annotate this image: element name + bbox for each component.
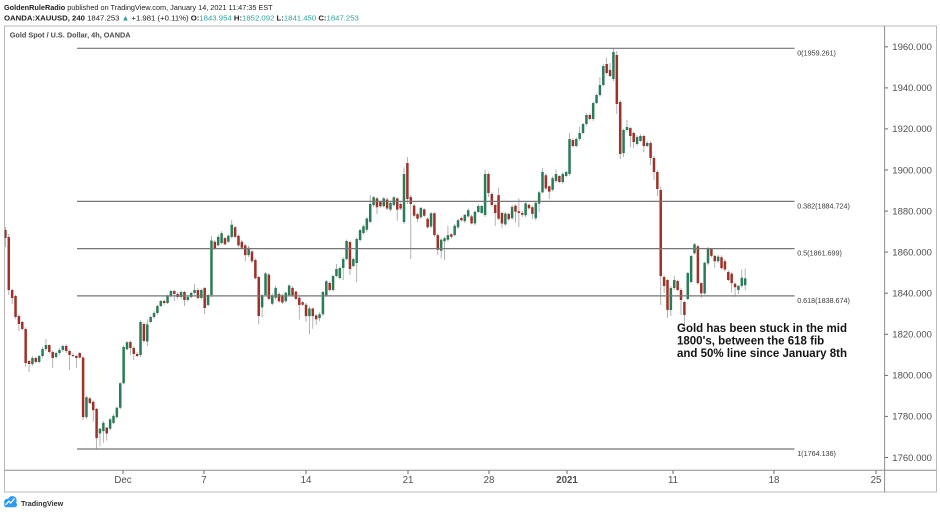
svg-text:0.5(1861.699): 0.5(1861.699) — [797, 249, 842, 258]
svg-text:18: 18 — [769, 475, 780, 486]
svg-text:1900.000: 1900.000 — [892, 165, 932, 176]
svg-text:2021: 2021 — [556, 475, 578, 486]
svg-text:0.382(1884.724): 0.382(1884.724) — [797, 201, 850, 210]
svg-text:Gold has been stuck in the mid: Gold has been stuck in the mid — [677, 323, 847, 335]
svg-text:1880.000: 1880.000 — [892, 206, 932, 217]
svg-text:1800.000: 1800.000 — [892, 371, 932, 382]
svg-text:21: 21 — [403, 475, 414, 486]
svg-text:7: 7 — [201, 475, 206, 486]
svg-text:1940.000: 1940.000 — [892, 83, 932, 94]
svg-text:TradingView: TradingView — [21, 499, 64, 508]
svg-text:1(1764.136): 1(1764.136) — [797, 449, 836, 458]
svg-text:GoldenRuleRadio published on T: GoldenRuleRadio published on TradingView… — [4, 3, 273, 12]
svg-text:11: 11 — [668, 475, 678, 486]
svg-text:14: 14 — [301, 475, 312, 486]
svg-text:1760.000: 1760.000 — [892, 453, 932, 464]
svg-text:OANDA:XAUUSD, 240 1847.253 ▲ +: OANDA:XAUUSD, 240 1847.253 ▲ +1.981 (+0.… — [4, 13, 359, 22]
svg-text:1780.000: 1780.000 — [892, 412, 932, 423]
svg-text:0.618(1838.674): 0.618(1838.674) — [797, 296, 850, 305]
svg-text:25: 25 — [871, 475, 882, 486]
svg-text:and 50% line since January 8th: and 50% line since January 8th — [677, 348, 847, 360]
svg-text:Gold Spot / U.S. Dollar, 4h, O: Gold Spot / U.S. Dollar, 4h, OANDA — [10, 30, 132, 39]
svg-text:28: 28 — [484, 475, 495, 486]
svg-text:1820.000: 1820.000 — [892, 330, 932, 341]
svg-text:1860.000: 1860.000 — [892, 247, 932, 258]
svg-text:1840.000: 1840.000 — [892, 289, 932, 300]
svg-text:Dec: Dec — [114, 475, 131, 486]
svg-text:1920.000: 1920.000 — [892, 124, 932, 135]
svg-text:1800's, between the 618 fib: 1800's, between the 618 fib — [677, 335, 824, 347]
svg-text:1960.000: 1960.000 — [892, 42, 932, 53]
svg-text:0(1959.261): 0(1959.261) — [797, 48, 836, 57]
